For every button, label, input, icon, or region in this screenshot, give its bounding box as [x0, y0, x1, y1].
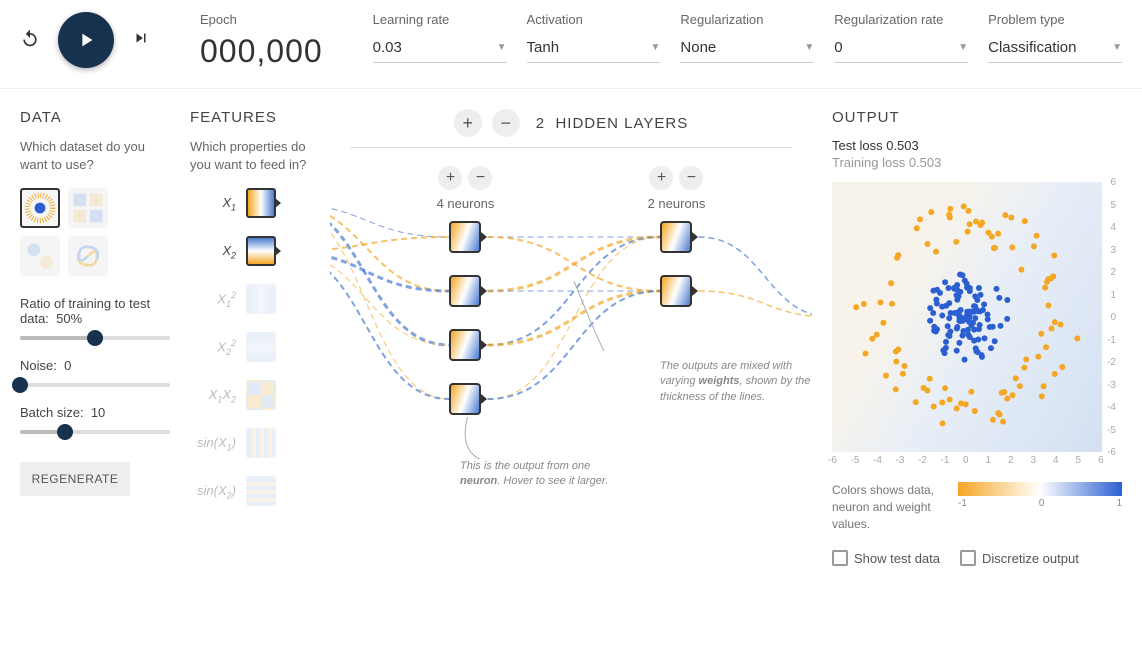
chevron-down-icon: ▼	[804, 42, 814, 53]
color-legend: -101	[958, 482, 1122, 509]
control-label: Learning rate	[373, 12, 507, 27]
dataset-spiral[interactable]	[68, 236, 108, 276]
reset-icon	[20, 28, 40, 48]
train-loss-value: 0.503	[909, 155, 942, 170]
callout-neuron: This is the output from one neuron. Hove…	[460, 459, 620, 490]
remove-layer-button[interactable]: −	[492, 109, 520, 137]
chevron-down-icon: ▼	[958, 42, 968, 53]
chevron-down-icon: ▼	[650, 42, 660, 53]
output-plot: -6-5-4-3-2-10123456 -6-5-4-3-2-10123456	[832, 182, 1102, 452]
feature-label: X1	[190, 195, 236, 213]
discretize-output-checkbox[interactable]: Discretize output	[960, 550, 1079, 566]
noise-value: 0	[64, 358, 71, 373]
slider-thumb[interactable]	[57, 424, 73, 440]
neuron-count: 2 neurons	[648, 196, 706, 211]
control-label: Regularization rate	[834, 12, 968, 27]
play-button[interactable]	[58, 12, 114, 68]
epoch-value: 000,000	[200, 33, 323, 70]
control-label: Problem type	[988, 12, 1122, 27]
data-subtitle: Which dataset do you want to use?	[20, 138, 170, 174]
neuron[interactable]	[449, 221, 481, 253]
step-icon	[132, 29, 150, 47]
dataset-xor[interactable]	[68, 188, 108, 228]
regenerate-button[interactable]: REGENERATE	[20, 462, 130, 496]
ratio-slider[interactable]	[20, 336, 170, 340]
neuron-count: 4 neurons	[437, 196, 495, 211]
feature-label: X1X2	[190, 387, 236, 405]
add-neuron-button[interactable]: +	[649, 166, 673, 190]
activation-select[interactable]: Tanh▼	[527, 33, 661, 63]
feature-label: sin(X2)	[190, 483, 236, 501]
neuron[interactable]	[660, 275, 692, 307]
test-loss-value: 0.503	[886, 138, 919, 153]
feature-toggle[interactable]	[246, 188, 276, 218]
noise-label: Noise:	[20, 358, 57, 373]
remove-neuron-button[interactable]: −	[468, 166, 492, 190]
ratio-label: Ratio of training to test data:	[20, 296, 150, 326]
feature-toggle[interactable]	[246, 428, 276, 458]
feature-label: X12	[190, 290, 236, 309]
add-neuron-button[interactable]: +	[438, 166, 462, 190]
feature-label: sin(X1)	[190, 435, 236, 453]
regularization-select[interactable]: None▼	[680, 33, 814, 63]
reset-button[interactable]	[20, 28, 40, 53]
epoch-label: Epoch	[200, 12, 323, 27]
add-layer-button[interactable]: +	[454, 109, 482, 137]
neuron[interactable]	[449, 275, 481, 307]
feature-toggle[interactable]	[246, 236, 276, 266]
test-loss-label: Test loss	[832, 138, 883, 153]
hidden-label: HIDDEN LAYERS	[555, 115, 688, 132]
legend-text: Colors shows data, neuron and weight val…	[832, 482, 942, 532]
feature-label: X2	[190, 243, 236, 261]
data-title: DATA	[20, 109, 170, 126]
remove-neuron-button[interactable]: −	[679, 166, 703, 190]
features-subtitle: Which properties do you want to feed in?	[190, 138, 310, 174]
noise-slider[interactable]	[20, 383, 170, 387]
slider-thumb[interactable]	[87, 330, 103, 346]
hidden-count: 2	[536, 115, 545, 132]
dataset-circle[interactable]	[20, 188, 60, 228]
feature-toggle[interactable]	[246, 380, 276, 410]
feature-label: X22	[190, 338, 236, 357]
output-title: OUTPUT	[832, 109, 1122, 126]
divider	[350, 147, 792, 148]
batch-label: Batch size:	[20, 405, 84, 420]
batch-slider[interactable]	[20, 430, 170, 434]
step-button[interactable]	[132, 29, 150, 52]
train-loss-label: Training loss	[832, 155, 905, 170]
problem-type-select[interactable]: Classification▼	[988, 33, 1122, 63]
chevron-down-icon: ▼	[497, 42, 507, 53]
features-title: FEATURES	[190, 109, 310, 126]
slider-thumb[interactable]	[12, 377, 28, 393]
control-label: Regularization	[680, 12, 814, 27]
feature-toggle[interactable]	[246, 332, 276, 362]
feature-toggle[interactable]	[246, 476, 276, 506]
neuron[interactable]	[660, 221, 692, 253]
learning-rate-select[interactable]: 0.03▼	[373, 33, 507, 63]
neuron[interactable]	[449, 329, 481, 361]
dataset-gauss[interactable]	[20, 236, 60, 276]
batch-value: 10	[91, 405, 105, 420]
feature-toggle[interactable]	[246, 284, 276, 314]
callout-weights: The outputs are mixed with varying weigh…	[660, 359, 820, 405]
play-icon	[75, 29, 97, 51]
neuron[interactable]	[449, 383, 481, 415]
chevron-down-icon: ▼	[1112, 42, 1122, 53]
show-test-data-checkbox[interactable]: Show test data	[832, 550, 940, 566]
control-label: Activation	[527, 12, 661, 27]
ratio-value: 50%	[56, 311, 82, 326]
regularization-rate-select[interactable]: 0▼	[834, 33, 968, 63]
